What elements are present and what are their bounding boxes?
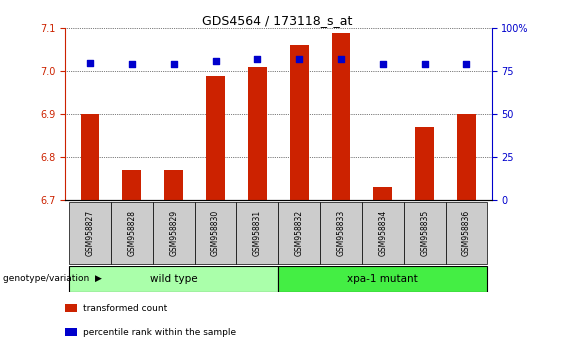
Bar — [446, 202, 488, 264]
Point — [253, 56, 262, 62]
Point — [379, 62, 388, 67]
Point — [85, 60, 94, 65]
Bar — [236, 202, 279, 264]
Text: wild type: wild type — [150, 274, 198, 284]
Text: xpa-1 mutant: xpa-1 mutant — [347, 274, 418, 284]
Bar — [69, 266, 279, 292]
Bar — [206, 75, 225, 200]
Text: GSM958830: GSM958830 — [211, 210, 220, 256]
Text: GSM958831: GSM958831 — [253, 210, 262, 256]
Bar — [373, 187, 392, 200]
Bar — [248, 67, 267, 200]
Bar — [279, 266, 488, 292]
Text: GSM958834: GSM958834 — [379, 210, 388, 256]
Text: GSM958833: GSM958833 — [337, 210, 345, 256]
Text: GSM958829: GSM958829 — [169, 210, 178, 256]
Bar — [404, 202, 446, 264]
Point — [462, 62, 471, 67]
Point — [295, 56, 304, 62]
Bar — [65, 328, 77, 336]
Text: GSM958835: GSM958835 — [420, 210, 429, 256]
Bar — [65, 304, 77, 313]
Bar — [290, 45, 308, 200]
Bar — [164, 170, 183, 200]
Text: GSM958827: GSM958827 — [85, 210, 94, 256]
Bar — [81, 114, 99, 200]
Point — [337, 56, 346, 62]
Point — [420, 62, 429, 67]
Text: percentile rank within the sample: percentile rank within the sample — [83, 328, 236, 337]
Text: GDS4564 / 173118_s_at: GDS4564 / 173118_s_at — [202, 14, 352, 27]
Bar — [320, 202, 362, 264]
Bar — [279, 202, 320, 264]
Bar — [69, 202, 111, 264]
Bar — [123, 170, 141, 200]
Text: transformed count: transformed count — [83, 304, 167, 313]
Bar — [415, 127, 434, 200]
Point — [211, 58, 220, 64]
Bar — [111, 202, 153, 264]
Point — [127, 62, 136, 67]
Bar — [194, 202, 236, 264]
Text: GSM958828: GSM958828 — [127, 210, 136, 256]
Text: GSM958832: GSM958832 — [295, 210, 303, 256]
Bar — [332, 33, 350, 200]
Bar — [362, 202, 404, 264]
Bar — [457, 114, 476, 200]
Bar — [153, 202, 194, 264]
Text: genotype/variation  ▶: genotype/variation ▶ — [3, 274, 102, 283]
Point — [169, 62, 178, 67]
Text: GSM958836: GSM958836 — [462, 210, 471, 256]
